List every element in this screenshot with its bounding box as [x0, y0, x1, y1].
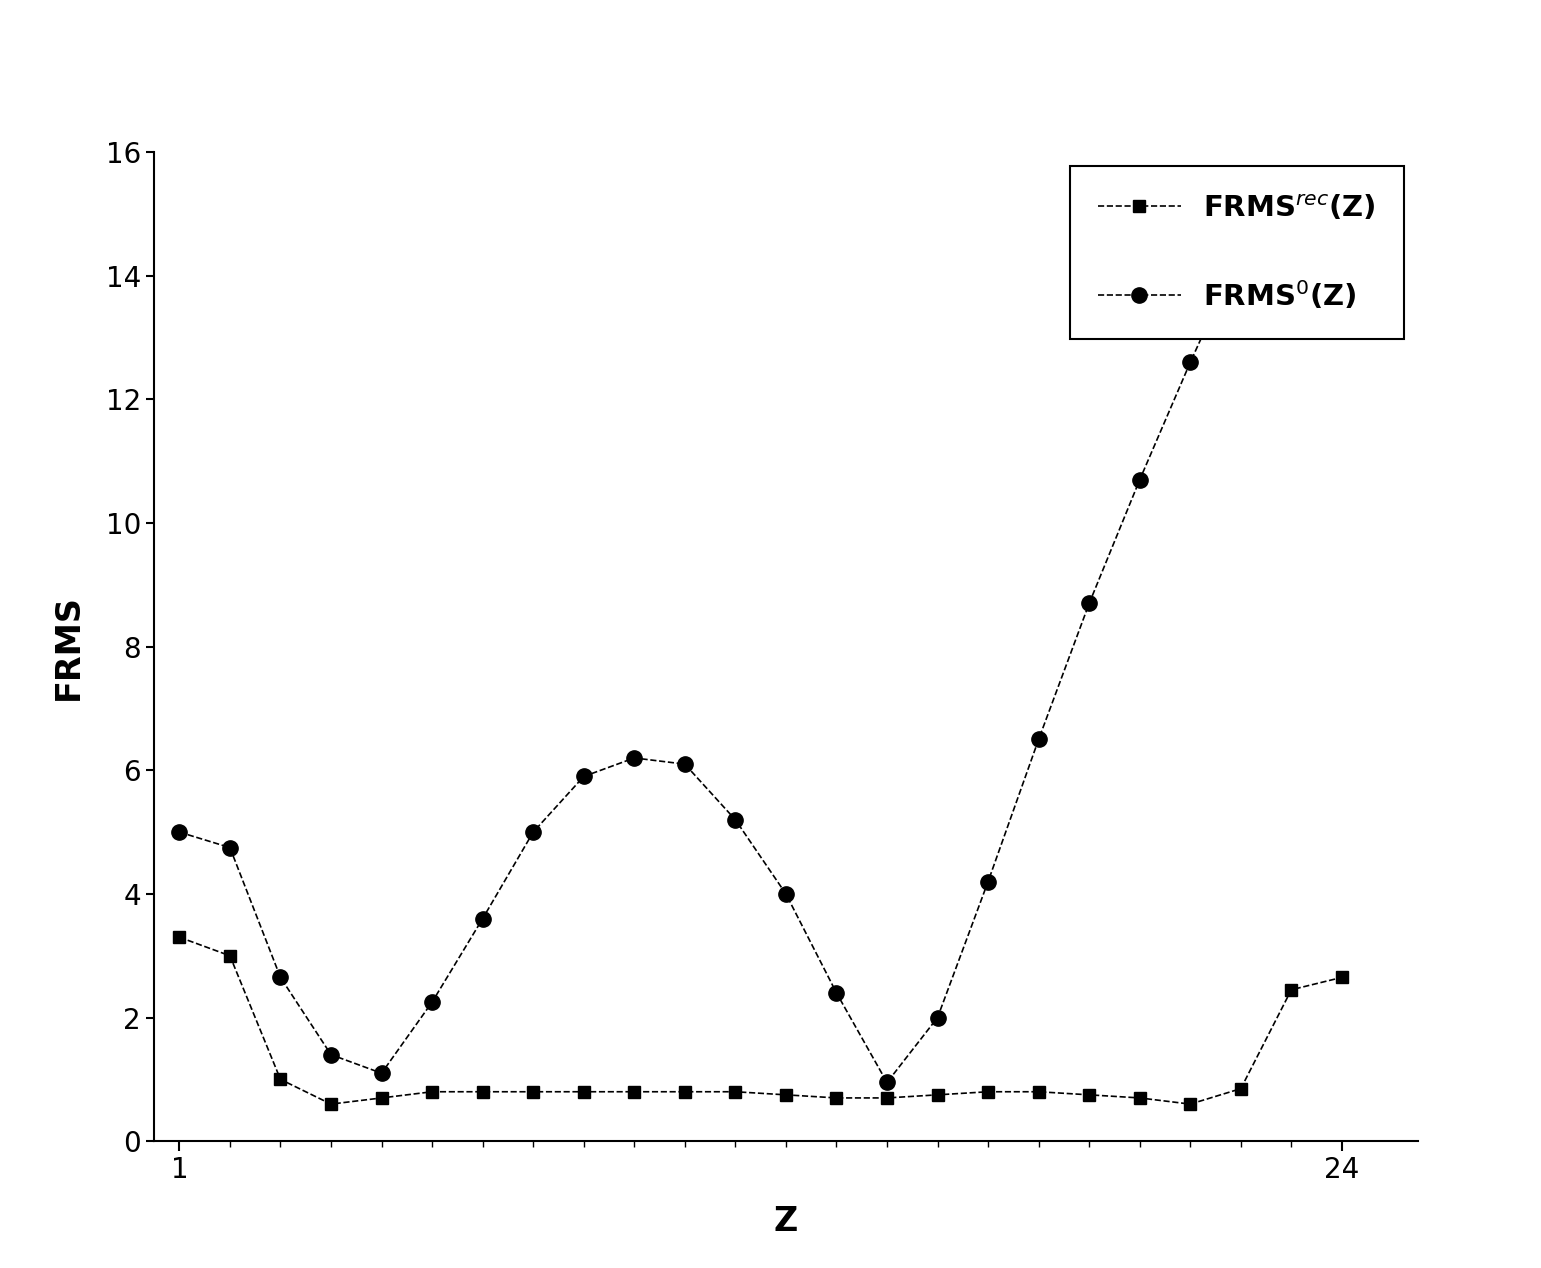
FRMS$^{rec}$(Z) [1180, 1097, 1199, 1112]
FRMS$^{0}$(Z) [828, 985, 846, 1000]
FRMS$^{rec}$(Z) [675, 1084, 693, 1099]
FRMS$^{rec}$(Z) [726, 1084, 744, 1099]
FRMS$^{0}$(Z) [1131, 472, 1150, 487]
FRMS$^{0}$(Z) [675, 757, 693, 772]
Legend: FRMS$^{rec}$(Z), FRMS$^{0}$(Z): FRMS$^{rec}$(Z), FRMS$^{0}$(Z) [1069, 166, 1404, 340]
FRMS$^{0}$(Z) [878, 1075, 897, 1090]
FRMS$^{rec}$(Z) [1080, 1087, 1099, 1102]
FRMS$^{rec}$(Z) [928, 1087, 946, 1102]
FRMS$^{rec}$(Z) [220, 948, 239, 964]
FRMS$^{0}$(Z) [473, 910, 492, 926]
FRMS$^{rec}$(Z) [473, 1084, 492, 1099]
FRMS$^{rec}$(Z) [1231, 1082, 1250, 1097]
FRMS$^{0}$(Z) [524, 824, 542, 839]
FRMS$^{0}$(Z) [220, 839, 239, 855]
X-axis label: Z: Z [774, 1205, 798, 1238]
FRMS$^{rec}$(Z) [170, 929, 188, 945]
FRMS$^{rec}$(Z) [1029, 1084, 1048, 1099]
FRMS$^{rec}$(Z) [1131, 1090, 1150, 1106]
FRMS$^{0}$(Z) [1282, 231, 1301, 246]
FRMS$^{0}$(Z) [1180, 355, 1199, 370]
FRMS$^{rec}$(Z) [373, 1090, 391, 1106]
FRMS$^{0}$(Z) [422, 994, 441, 1009]
FRMS$^{rec}$(Z) [777, 1087, 795, 1102]
FRMS$^{rec}$(Z) [626, 1084, 644, 1099]
FRMS$^{rec}$(Z) [828, 1090, 846, 1106]
FRMS$^{0}$(Z) [271, 970, 290, 985]
FRMS$^{rec}$(Z) [322, 1097, 341, 1112]
FRMS$^{0}$(Z) [626, 751, 644, 766]
FRMS$^{0}$(Z) [726, 813, 744, 828]
FRMS$^{rec}$(Z) [878, 1090, 897, 1106]
FRMS$^{rec}$(Z) [524, 1084, 542, 1099]
FRMS$^{rec}$(Z) [1282, 983, 1301, 998]
FRMS$^{0}$(Z) [1029, 732, 1048, 747]
Line: FRMS$^{0}$(Z): FRMS$^{0}$(Z) [171, 231, 1299, 1090]
FRMS$^{0}$(Z) [322, 1047, 341, 1063]
FRMS$^{0}$(Z) [1231, 243, 1250, 259]
FRMS$^{0}$(Z) [575, 768, 593, 784]
FRMS$^{rec}$(Z) [979, 1084, 997, 1099]
FRMS$^{0}$(Z) [1080, 596, 1099, 611]
FRMS$^{rec}$(Z) [575, 1084, 593, 1099]
FRMS$^{0}$(Z) [979, 874, 997, 889]
FRMS$^{0}$(Z) [170, 824, 188, 839]
FRMS$^{rec}$(Z) [271, 1071, 290, 1087]
FRMS$^{0}$(Z) [777, 886, 795, 902]
FRMS$^{rec}$(Z) [1333, 970, 1351, 985]
Line: FRMS$^{rec}$(Z): FRMS$^{rec}$(Z) [173, 931, 1348, 1111]
FRMS$^{0}$(Z) [373, 1065, 391, 1080]
Y-axis label: FRMS: FRMS [52, 593, 85, 700]
FRMS$^{rec}$(Z) [422, 1084, 441, 1099]
FRMS$^{0}$(Z) [928, 1009, 946, 1025]
